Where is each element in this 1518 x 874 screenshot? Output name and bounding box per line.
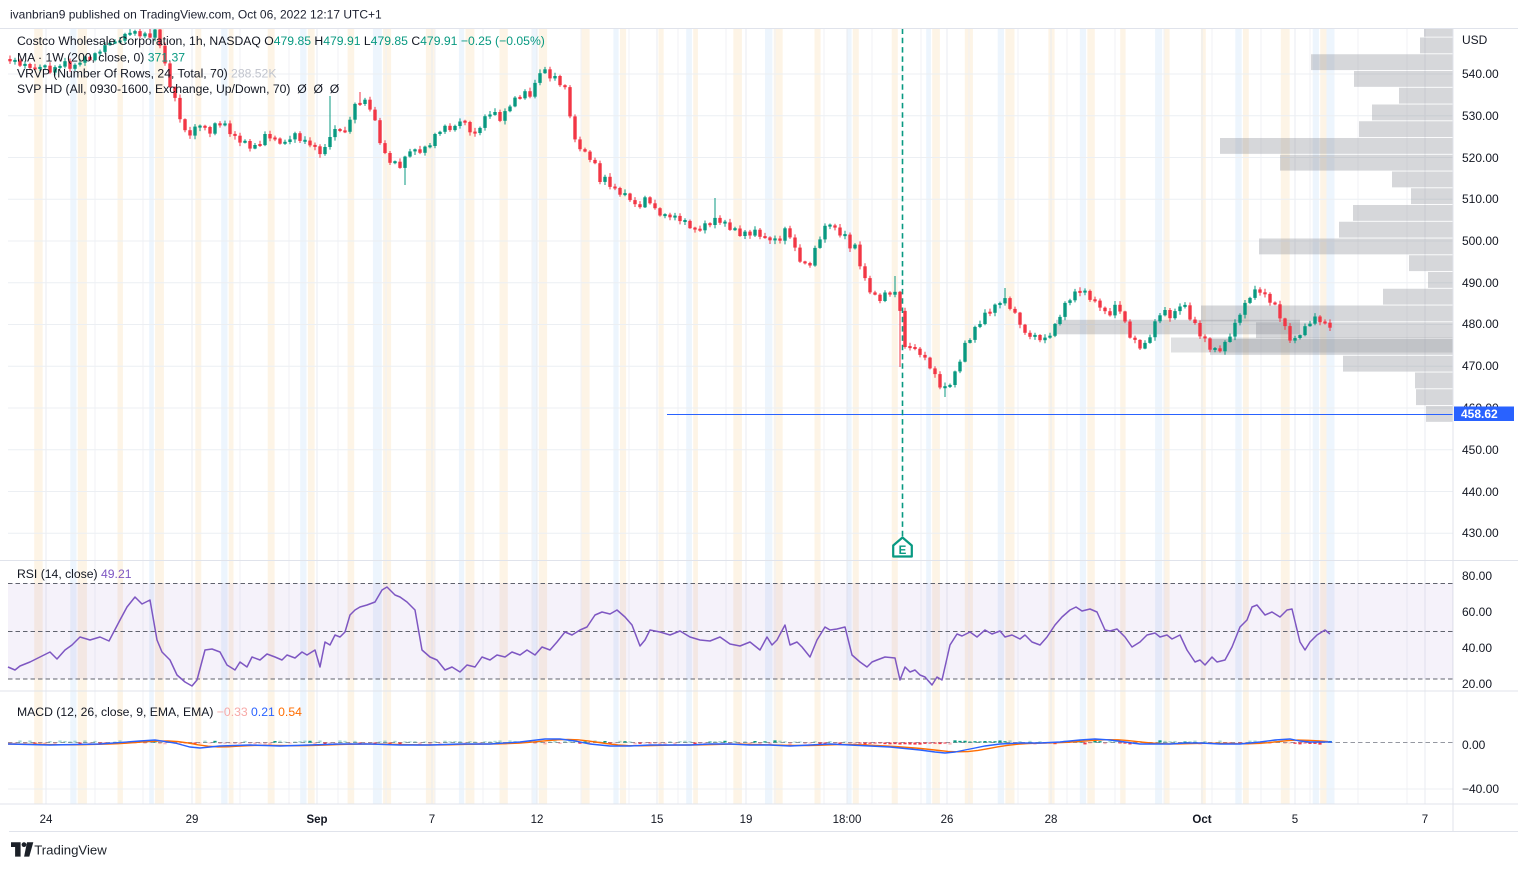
svg-text:510.00: 510.00 bbox=[1462, 192, 1499, 206]
svg-text:VRVP (Number Of Rows, 24, Tota: VRVP (Number Of Rows, 24, Total, 70) 288… bbox=[17, 67, 276, 81]
svg-text:28: 28 bbox=[1045, 814, 1058, 826]
svg-text:RSI (14, close) 49.21: RSI (14, close) 49.21 bbox=[17, 567, 132, 581]
svg-text:7: 7 bbox=[1422, 814, 1428, 826]
svg-text:TradingView: TradingView bbox=[34, 843, 107, 858]
svg-text:MACD (12, 26, close, 9, EMA, E: MACD (12, 26, close, 9, EMA, EMA) −0.33 … bbox=[17, 705, 302, 719]
svg-text:Costco Wholesale Corporation,: Costco Wholesale Corporation, 1h, NASDAQ… bbox=[17, 34, 545, 48]
svg-text:Sep: Sep bbox=[306, 814, 327, 826]
svg-text:18:00: 18:00 bbox=[833, 814, 862, 826]
svg-text:7: 7 bbox=[429, 814, 435, 826]
svg-text:USD: USD bbox=[1462, 33, 1488, 47]
svg-text:80.00: 80.00 bbox=[1462, 569, 1492, 583]
svg-text:E: E bbox=[899, 545, 907, 557]
svg-text:SVP HD (All, 0930-1600, Exchan: SVP HD (All, 0930-1600, Exchange, Up/Dow… bbox=[17, 82, 340, 96]
svg-text:ivanbrian9 published on Tradin: ivanbrian9 published on TradingView.com,… bbox=[10, 8, 382, 22]
svg-text:500.00: 500.00 bbox=[1462, 234, 1499, 248]
svg-text:19: 19 bbox=[740, 814, 753, 826]
svg-text:490.00: 490.00 bbox=[1462, 276, 1499, 290]
svg-text:26: 26 bbox=[941, 814, 954, 826]
svg-text:15: 15 bbox=[651, 814, 664, 826]
svg-text:12: 12 bbox=[531, 814, 544, 826]
svg-text:430.00: 430.00 bbox=[1462, 526, 1499, 540]
svg-text:458.62: 458.62 bbox=[1461, 407, 1498, 421]
svg-text:530.00: 530.00 bbox=[1462, 109, 1499, 123]
svg-text:24: 24 bbox=[40, 814, 53, 826]
svg-text:540.00: 540.00 bbox=[1462, 67, 1499, 81]
svg-text:60.00: 60.00 bbox=[1462, 605, 1492, 619]
svg-text:520.00: 520.00 bbox=[1462, 151, 1499, 165]
svg-text:470.00: 470.00 bbox=[1462, 359, 1499, 373]
svg-text:MA · 1W (200, close, 0) 371.37: MA · 1W (200, close, 0) 371.37 bbox=[17, 51, 185, 65]
svg-text:20.00: 20.00 bbox=[1462, 677, 1492, 691]
svg-text:450.00: 450.00 bbox=[1462, 443, 1499, 457]
svg-text:5: 5 bbox=[1292, 814, 1298, 826]
svg-text:0.00: 0.00 bbox=[1462, 738, 1486, 752]
svg-text:29: 29 bbox=[186, 814, 199, 826]
svg-text:−40.00: −40.00 bbox=[1462, 782, 1499, 796]
svg-text:40.00: 40.00 bbox=[1462, 641, 1492, 655]
svg-text:Oct: Oct bbox=[1192, 814, 1211, 826]
svg-text:440.00: 440.00 bbox=[1462, 485, 1499, 499]
svg-text:480.00: 480.00 bbox=[1462, 317, 1499, 331]
